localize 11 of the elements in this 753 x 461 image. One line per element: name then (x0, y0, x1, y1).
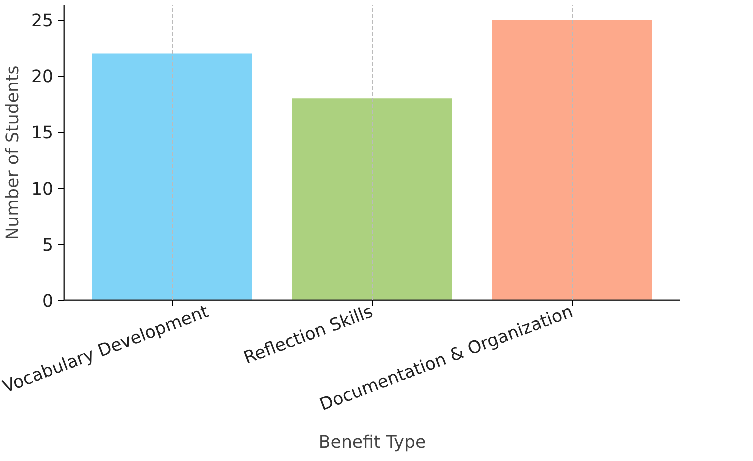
y-tick-label: 20 (31, 68, 54, 88)
x-axis-title: Benefit Type (318, 432, 426, 453)
y-tick-label: 15 (31, 124, 54, 144)
y-axis-title: Number of Students (3, 66, 24, 240)
bar (92, 54, 252, 300)
y-tick-label: 5 (42, 236, 54, 256)
y-tick-label: 25 (31, 12, 54, 32)
bar (292, 98, 452, 300)
y-tick-label: 0 (42, 292, 54, 312)
y-tick-label: 10 (31, 180, 54, 200)
bar (492, 20, 652, 300)
